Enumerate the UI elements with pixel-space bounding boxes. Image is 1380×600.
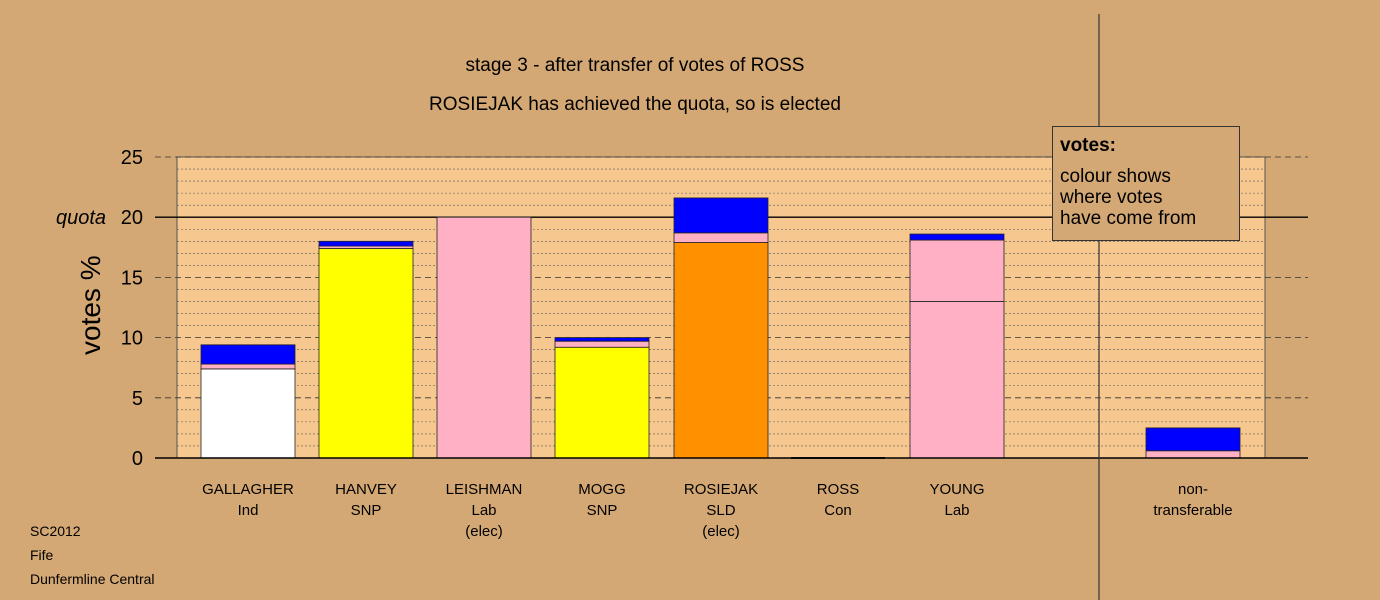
x-tick-label: SNP	[351, 502, 382, 519]
x-tick-label: Lab	[471, 502, 496, 519]
footer-ward: Dunfermline Central	[30, 571, 155, 587]
bar-segment	[1145, 427, 1241, 452]
bar-segment	[200, 363, 296, 370]
quota-label: quota	[56, 207, 106, 229]
bar-segment	[909, 239, 1005, 302]
bar-segment	[436, 216, 532, 459]
x-tick-label: Con	[824, 502, 852, 519]
footer-election: SC2012	[30, 523, 81, 539]
chart-title: stage 3 - after transfer of votes of ROS…	[465, 55, 805, 76]
y-tick-label: 5	[132, 388, 143, 410]
y-axis-label: votes %	[75, 255, 106, 355]
bar-segment	[1145, 450, 1241, 459]
x-tick-label: Lab	[944, 502, 969, 519]
bar-segment	[200, 344, 296, 365]
x-tick-label: (elec)	[702, 523, 740, 540]
x-tick-label: Ind	[238, 502, 259, 519]
bar-segment	[554, 337, 650, 342]
bar-segment	[200, 368, 296, 459]
x-tick-label: SNP	[587, 502, 618, 519]
x-tick-label: non-	[1178, 481, 1208, 498]
footer-council: Fife	[30, 547, 54, 563]
y-tick-label: 0	[132, 448, 143, 470]
x-tick-label: SLD	[706, 502, 735, 519]
x-tick-label: ROSIEJAK	[684, 481, 758, 498]
x-tick-label: YOUNG	[929, 481, 984, 498]
bar-segment	[673, 232, 769, 243]
y-tick-label: 15	[121, 267, 143, 289]
bar-segment	[673, 197, 769, 234]
bar-segment	[909, 233, 1005, 241]
y-tick-label: 20	[121, 207, 143, 229]
chart-subtitle: ROSIEJAK has achieved the quota, so is e…	[429, 94, 841, 115]
bar-segment	[554, 346, 650, 459]
bar-segment	[909, 301, 1005, 459]
x-tick-label: LEISHMAN	[446, 481, 523, 498]
x-tick-label: ROSS	[817, 481, 860, 498]
y-tick-label: 25	[121, 147, 143, 169]
x-tick-label: GALLAGHER	[202, 481, 294, 498]
x-tick-label: HANVEY	[335, 481, 397, 498]
x-tick-label: (elec)	[465, 523, 503, 540]
x-tick-label: transferable	[1153, 502, 1232, 519]
bar-segment	[318, 240, 414, 247]
y-tick-label: 10	[121, 328, 143, 350]
legend-title: votes:	[1060, 135, 1116, 156]
legend-box: votes: colour shows where votes have com…	[1052, 126, 1240, 241]
legend-text: colour shows where votes have come from	[1060, 166, 1197, 229]
bar-segment	[554, 340, 650, 348]
x-tick-label: MOGG	[578, 481, 626, 498]
bar-segment	[673, 242, 769, 459]
bar-segment	[318, 248, 414, 459]
